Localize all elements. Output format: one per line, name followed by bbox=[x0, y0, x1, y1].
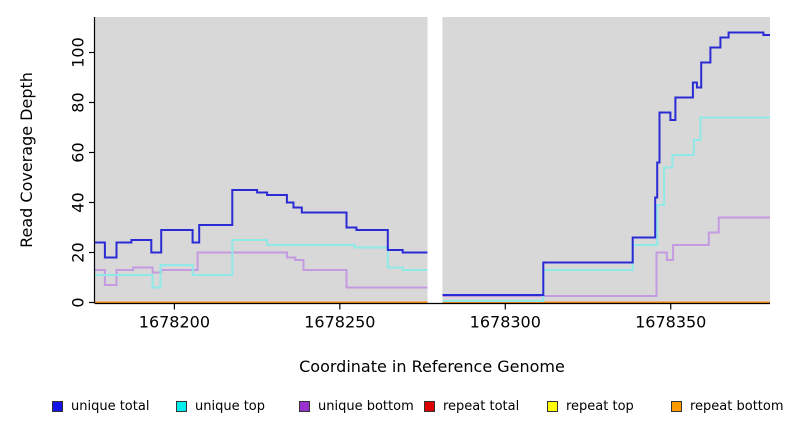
gap-rect bbox=[427, 10, 443, 310]
series-line-unique-bottom bbox=[95, 251, 428, 289]
legend-label: unique total bbox=[71, 398, 150, 414]
legend-item-repeat-top: repeat top bbox=[547, 398, 634, 414]
legend-swatch-unique-bottom bbox=[299, 400, 310, 412]
series-line-unique-top bbox=[442, 116, 770, 302]
legend-swatch-repeat-total bbox=[424, 400, 435, 412]
y-tick-label: 0 bbox=[69, 297, 88, 307]
y-tick-label: 20 bbox=[69, 242, 88, 262]
series-line-unique-bottom bbox=[442, 216, 770, 297]
series-line-unique-total bbox=[442, 31, 770, 296]
legend-item-unique-top: unique top bbox=[176, 398, 265, 414]
legend-item-unique-bottom: unique bottom bbox=[299, 398, 414, 414]
x-tick-label: 1678200 bbox=[139, 313, 210, 332]
x-tick-label: 1678250 bbox=[304, 313, 375, 332]
no-data-gap-band bbox=[427, 10, 443, 310]
legend-swatch-unique-top bbox=[176, 400, 187, 412]
y-tick-label: 100 bbox=[69, 37, 88, 68]
y-tick-label: 60 bbox=[69, 142, 88, 162]
legend-label: repeat top bbox=[566, 398, 634, 414]
legend-item-repeat-bottom: repeat bottom bbox=[671, 398, 784, 414]
y-tick-label: 40 bbox=[69, 192, 88, 212]
series-line-unique-top bbox=[95, 239, 428, 289]
series-layer bbox=[95, 31, 770, 304]
y-axis-title: Read Coverage Depth bbox=[17, 72, 36, 248]
x-tick-label: 1678350 bbox=[635, 313, 706, 332]
legend-label: repeat bottom bbox=[690, 398, 784, 414]
legend-label: unique top bbox=[195, 398, 266, 414]
legend-label: repeat total bbox=[443, 398, 520, 414]
axes-layer: 0 20 40 60 80 100 1678200 1678250 1678300 1678350 bbox=[69, 17, 770, 332]
legend-swatch-repeat-top bbox=[547, 400, 558, 412]
legend-item-unique-total: unique total bbox=[52, 398, 149, 414]
legend-label: unique bottom bbox=[318, 398, 414, 414]
x-tick-label: 1678300 bbox=[470, 313, 541, 332]
y-tick-label: 80 bbox=[69, 92, 88, 112]
legend: unique total unique top unique bottom repea… bbox=[0, 398, 792, 418]
legend-item-repeat-total: repeat total bbox=[424, 398, 519, 414]
legend-swatch-repeat-bottom bbox=[671, 400, 682, 412]
x-axis-title: Coordinate in Reference Genome bbox=[299, 357, 565, 376]
legend-swatch-unique-total bbox=[52, 400, 63, 412]
series-line-unique-total bbox=[95, 189, 428, 259]
